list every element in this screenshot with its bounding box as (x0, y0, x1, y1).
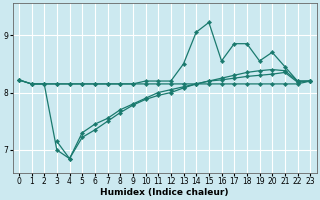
X-axis label: Humidex (Indice chaleur): Humidex (Indice chaleur) (100, 188, 229, 197)
